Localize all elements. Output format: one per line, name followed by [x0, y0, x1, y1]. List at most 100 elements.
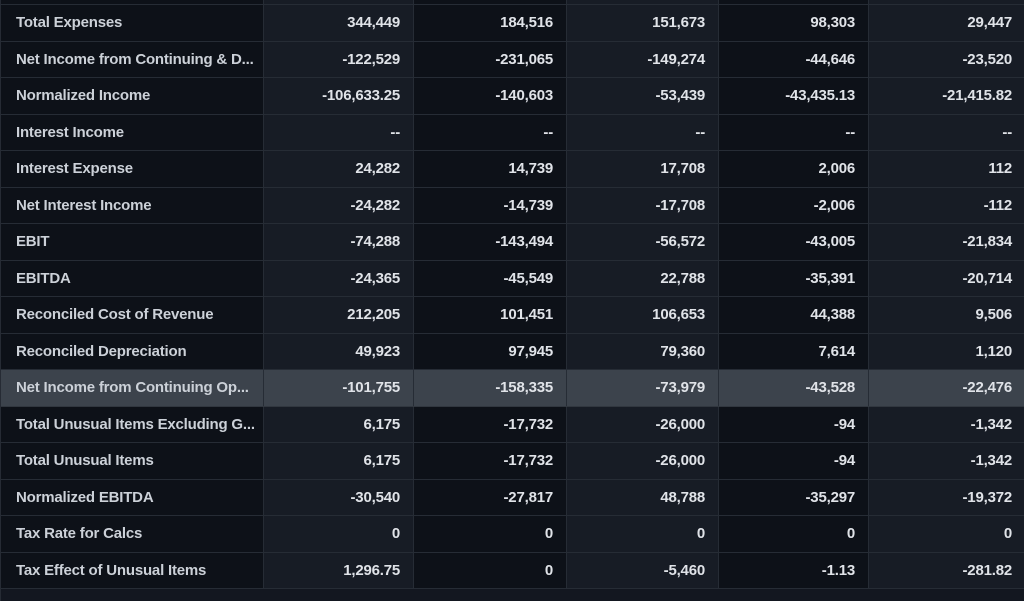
- value-cell: -26,000: [567, 406, 719, 442]
- value-cell: 1,296.75: [264, 552, 414, 588]
- value-cell: 184,516: [414, 5, 567, 41]
- value-cell: 0: [719, 516, 869, 552]
- value-cell: 22,788: [567, 260, 719, 296]
- value-cell: 17,708: [567, 151, 719, 187]
- value-cell: [719, 0, 869, 4]
- value-cell: -43,528: [719, 370, 869, 406]
- table-row[interactable]: Total Unusual Items Excluding G... 6,175-…: [1, 406, 1024, 443]
- table-row[interactable]: Total Expenses 344,449 184,516 151,673 98,30…: [1, 5, 1024, 42]
- row-label-cell: Net Income from Continuing & D...: [1, 41, 264, 77]
- value-cell: 344,449: [264, 5, 414, 41]
- value-cell: -281.82: [869, 552, 1024, 588]
- value-cell: --: [264, 114, 414, 150]
- table-row[interactable]: Interest Expense 24,282 14,739 17,708 2,006 1…: [1, 151, 1024, 188]
- value-cell: 112: [869, 151, 1024, 187]
- value-cell: -101,755: [264, 370, 414, 406]
- value-cell: -158,335: [414, 370, 567, 406]
- table-row[interactable]: EBIT -74,288 -143,494 -56,572 -43,005 -21,834: [1, 224, 1024, 261]
- value-cell: -74,288: [264, 224, 414, 260]
- value-cell: -23,520: [869, 41, 1024, 77]
- value-cell: -17,708: [567, 187, 719, 223]
- value-cell: -2,006: [719, 187, 869, 223]
- value-cell: -24,365: [264, 260, 414, 296]
- table-row[interactable]: Normalized Income -106,633.25 -140,603 -53,…: [1, 78, 1024, 115]
- table-bottom-gutter: [1, 589, 1024, 601]
- value-cell: -17,732: [414, 406, 567, 442]
- value-cell: 2,006: [719, 151, 869, 187]
- value-cell: --: [414, 114, 567, 150]
- value-cell: -43,005: [719, 224, 869, 260]
- value-cell: -21,415.82: [869, 78, 1024, 114]
- value-cell: --: [719, 114, 869, 150]
- row-label-cell: Net Interest Income: [1, 187, 264, 223]
- row-label-cell: Normalized Income: [1, 78, 264, 114]
- value-cell: 49,923: [264, 333, 414, 369]
- value-cell: 44,388: [719, 297, 869, 333]
- value-cell: -53,439: [567, 78, 719, 114]
- value-cell: 0: [414, 516, 567, 552]
- value-cell: 24,282: [264, 151, 414, 187]
- table-row[interactable]: Tax Effect of Unusual Items 1,296.75 0 -5,4…: [1, 552, 1024, 589]
- row-label-cell: Reconciled Depreciation: [1, 333, 264, 369]
- table-row[interactable]: Reconciled Cost of Revenue 212,205 101,451…: [1, 297, 1024, 334]
- row-label-cell: [1, 0, 264, 4]
- value-cell: -30,540: [264, 479, 414, 515]
- row-label-cell: Total Unusual Items: [1, 443, 264, 479]
- value-cell: 9,506: [869, 297, 1024, 333]
- table-row[interactable]: EBITDA -24,365 -45,549 22,788 -35,391 -20,714: [1, 260, 1024, 297]
- value-cell: -1,342: [869, 443, 1024, 479]
- value-cell: 106,653: [567, 297, 719, 333]
- row-label-cell: EBITDA: [1, 260, 264, 296]
- row-label-cell: Net Income from Continuing Op...: [1, 370, 264, 406]
- value-cell: 151,673: [567, 5, 719, 41]
- value-cell: -140,603: [414, 78, 567, 114]
- value-cell: [567, 0, 719, 4]
- value-cell: 98,303: [719, 5, 869, 41]
- row-label-cell: Total Expenses: [1, 5, 264, 41]
- value-cell: 79,360: [567, 333, 719, 369]
- row-label-cell: Interest Expense: [1, 151, 264, 187]
- value-cell: --: [567, 114, 719, 150]
- value-cell: -73,979: [567, 370, 719, 406]
- row-label-cell: Total Unusual Items Excluding G...: [1, 406, 264, 442]
- table-row[interactable]: Total Unusual Items 6,175 -17,732 -26,000 -9…: [1, 443, 1024, 480]
- table-row[interactable]: Normalized EBITDA -30,540 -27,817 48,788 -35…: [1, 479, 1024, 516]
- value-cell: 101,451: [414, 297, 567, 333]
- value-cell: 0: [567, 516, 719, 552]
- value-cell: -44,646: [719, 41, 869, 77]
- value-cell: -231,065: [414, 41, 567, 77]
- row-label-cell: EBIT: [1, 224, 264, 260]
- table-row[interactable]: Net Interest Income -24,282 -14,739 -17,708…: [1, 187, 1024, 224]
- value-cell: -43,435.13: [719, 78, 869, 114]
- table-row[interactable]: Net Income from Continuing & D... -122,52…: [1, 41, 1024, 78]
- value-cell: 0: [414, 552, 567, 588]
- value-cell: -35,297: [719, 479, 869, 515]
- value-cell: 7,614: [719, 333, 869, 369]
- table-row[interactable]: Interest Income -- -- -- -- --: [1, 114, 1024, 151]
- value-cell: --: [869, 114, 1024, 150]
- value-cell: -106,633.25: [264, 78, 414, 114]
- table-row-clipped: [1, 0, 1024, 5]
- value-cell: -27,817: [414, 479, 567, 515]
- row-label-cell: Tax Rate for Calcs: [1, 516, 264, 552]
- table-row[interactable]: Reconciled Depreciation 49,923 97,945 79,36…: [1, 333, 1024, 370]
- value-cell: -143,494: [414, 224, 567, 260]
- value-cell: 6,175: [264, 443, 414, 479]
- value-cell: -45,549: [414, 260, 567, 296]
- table-row[interactable]: Net Income from Continuing Op... -101,755…: [1, 370, 1024, 407]
- value-cell: -20,714: [869, 260, 1024, 296]
- value-cell: -21,834: [869, 224, 1024, 260]
- value-cell: -22,476: [869, 370, 1024, 406]
- value-cell: -14,739: [414, 187, 567, 223]
- value-cell: [414, 0, 567, 4]
- value-cell: -56,572: [567, 224, 719, 260]
- value-cell: -94: [719, 406, 869, 442]
- value-cell: 6,175: [264, 406, 414, 442]
- table-row[interactable]: Tax Rate for Calcs 0 0 0 0 0: [1, 516, 1024, 553]
- value-cell: -35,391: [719, 260, 869, 296]
- value-cell: [264, 0, 414, 4]
- row-label-cell: Interest Income: [1, 114, 264, 150]
- value-cell: 212,205: [264, 297, 414, 333]
- value-cell: 1,120: [869, 333, 1024, 369]
